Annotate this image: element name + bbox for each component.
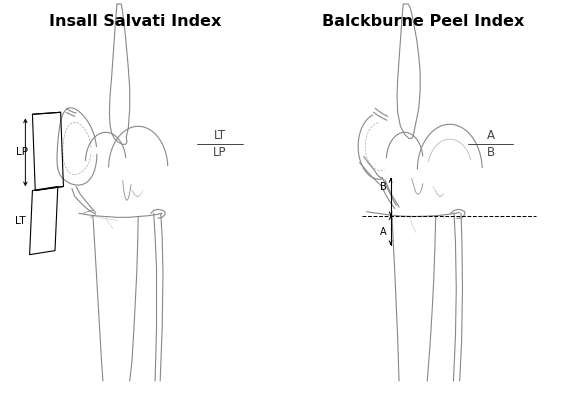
Text: LT: LT (15, 217, 25, 226)
Text: B: B (380, 182, 386, 192)
Text: A: A (380, 227, 386, 237)
Text: LT: LT (214, 130, 226, 142)
Text: A: A (487, 130, 495, 142)
Text: Balckburne Peel Index: Balckburne Peel Index (322, 14, 524, 29)
Text: Insall Salvati Index: Insall Salvati Index (49, 14, 222, 29)
Text: LP: LP (213, 146, 227, 159)
Text: B: B (487, 146, 495, 159)
Text: LP: LP (16, 147, 28, 156)
